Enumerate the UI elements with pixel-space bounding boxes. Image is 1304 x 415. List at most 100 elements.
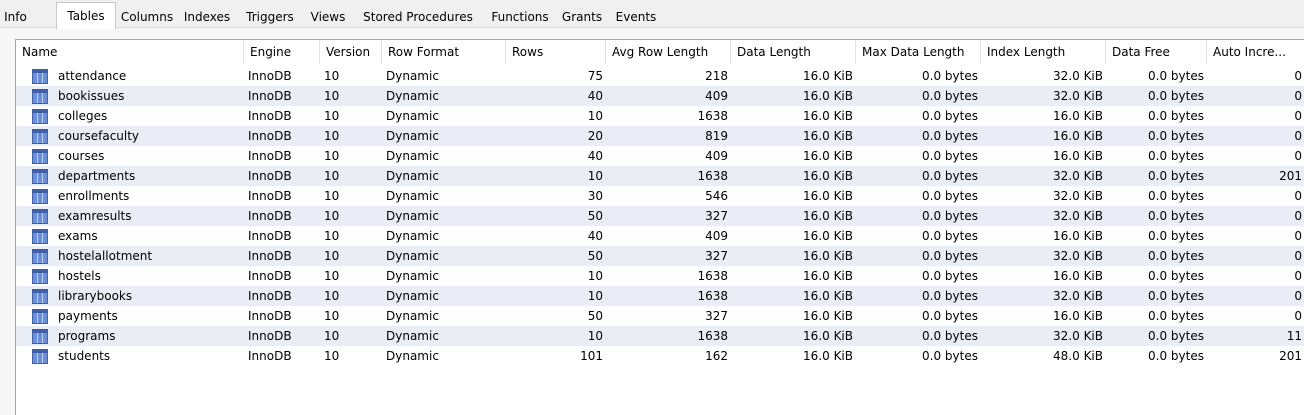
cell-version: 10 — [324, 69, 340, 83]
cell-version: 10 — [324, 129, 340, 143]
cell-index-length: 48.0 KiB — [1053, 349, 1103, 363]
column-header-engine[interactable]: Engine — [244, 40, 320, 64]
table-row[interactable]: exams InnoDB 10 Dynamic 40 409 16.0 KiB 0.0 byt… — [16, 226, 1304, 246]
cell-avg-row-length: 546 — [705, 189, 728, 203]
cell-data-free: 0.0 bytes — [1148, 129, 1204, 143]
cell-row-format: Dynamic — [386, 289, 439, 303]
column-header-data-free[interactable]: Data Free — [1106, 40, 1207, 64]
cell-rows: 50 — [587, 309, 603, 323]
table-row[interactable]: coursefaculty InnoDB 10 Dynamic 20 819 16.0 Ki… — [16, 126, 1304, 146]
column-header-index-length[interactable]: Index Length — [981, 40, 1106, 64]
cell-row-format: Dynamic — [386, 209, 439, 223]
tab-functions[interactable]: Functions — [491, 10, 549, 24]
cell-max-data-length: 0.0 bytes — [922, 289, 978, 303]
tab-tables[interactable]: Tables — [56, 2, 116, 29]
cell-name: coursefaculty — [58, 129, 140, 143]
cell-data-length: 16.0 KiB — [803, 309, 853, 323]
cell-rows: 50 — [587, 249, 603, 263]
cell-data-free: 0.0 bytes — [1148, 169, 1204, 183]
table-row[interactable]: programs InnoDB 10 Dynamic 10 1638 16.0 KiB 0.0… — [16, 326, 1304, 346]
table-row[interactable]: students InnoDB 10 Dynamic 101 162 16.0 KiB 0.0… — [16, 346, 1304, 366]
cell-name: students — [58, 349, 111, 363]
column-header-row-format[interactable]: Row Format — [382, 40, 506, 64]
column-header-data-length[interactable]: Data Length — [731, 40, 856, 64]
cell-row-format: Dynamic — [386, 309, 439, 323]
column-header-auto-increment[interactable]: Auto Incre... — [1207, 40, 1304, 64]
cell-data-free: 0.0 bytes — [1148, 249, 1204, 263]
cell-avg-row-length: 819 — [705, 129, 728, 143]
cell-data-free: 0.0 bytes — [1148, 309, 1204, 323]
tab-columns[interactable]: Columns — [120, 10, 174, 24]
cell-row-format: Dynamic — [386, 149, 439, 163]
table-row[interactable]: courses InnoDB 10 Dynamic 40 409 16.0 KiB 0.0 b… — [16, 146, 1304, 166]
cell-auto-increment: 11 — [1286, 329, 1302, 343]
cell-row-format: Dynamic — [386, 349, 439, 363]
table-icon — [32, 289, 48, 304]
cell-max-data-length: 0.0 bytes — [922, 69, 978, 83]
cell-version: 10 — [324, 109, 340, 123]
table-row[interactable]: departments InnoDB 10 Dynamic 10 1638 16.0 KiB… — [16, 166, 1304, 186]
cell-data-length: 16.0 KiB — [803, 69, 853, 83]
tab-info[interactable]: Info — [4, 10, 27, 24]
cell-auto-increment: 0 — [1294, 129, 1302, 143]
cell-version: 10 — [324, 89, 340, 103]
table-row[interactable]: bookissues InnoDB 10 Dynamic 40 409 16.0 KiB 0.… — [16, 86, 1304, 106]
cell-row-format: Dynamic — [386, 69, 439, 83]
cell-data-free: 0.0 bytes — [1148, 149, 1204, 163]
cell-max-data-length: 0.0 bytes — [922, 229, 978, 243]
column-header-rows[interactable]: Rows — [506, 40, 606, 64]
table-row[interactable]: attendance InnoDB 10 Dynamic 75 218 16.0 KiB 0.… — [16, 66, 1304, 86]
cell-name: examresults — [58, 209, 132, 223]
tab-indexes[interactable]: Indexes — [183, 10, 231, 24]
table-row[interactable]: hostels InnoDB 10 Dynamic 10 1638 16.0 KiB 0.0 … — [16, 266, 1304, 286]
cell-data-free: 0.0 bytes — [1148, 349, 1204, 363]
cell-engine: InnoDB — [248, 209, 292, 223]
cell-version: 10 — [324, 149, 340, 163]
cell-rows: 40 — [587, 149, 603, 163]
cell-name: courses — [58, 149, 105, 163]
tab-triggers[interactable]: Triggers — [246, 10, 294, 24]
cell-data-length: 16.0 KiB — [803, 149, 853, 163]
cell-index-length: 16.0 KiB — [1053, 309, 1103, 323]
cell-avg-row-length: 1638 — [697, 329, 728, 343]
tab-grants[interactable]: Grants — [561, 10, 603, 24]
table-row[interactable]: examresults InnoDB 10 Dynamic 50 327 16.0 KiB 0… — [16, 206, 1304, 226]
cell-data-length: 16.0 KiB — [803, 349, 853, 363]
cell-index-length: 16.0 KiB — [1053, 129, 1103, 143]
cell-index-length: 32.0 KiB — [1053, 249, 1103, 263]
column-header-version[interactable]: Version — [320, 40, 382, 64]
cell-index-length: 32.0 KiB — [1053, 169, 1103, 183]
table-icon — [32, 309, 48, 324]
cell-rows: 75 — [587, 69, 603, 83]
cell-index-length: 32.0 KiB — [1053, 209, 1103, 223]
cell-engine: InnoDB — [248, 109, 292, 123]
tables-panel: Name Engine Version Row Format Rows Avg Row L… — [0, 28, 1304, 415]
tab-events[interactable]: Events — [615, 10, 657, 24]
table-row[interactable]: enrollments InnoDB 10 Dynamic 30 546 16.0 KiB 0… — [16, 186, 1304, 206]
column-header-max-data-length[interactable]: Max Data Length — [856, 40, 981, 64]
cell-version: 10 — [324, 349, 340, 363]
cell-max-data-length: 0.0 bytes — [922, 329, 978, 343]
cell-data-length: 16.0 KiB — [803, 189, 853, 203]
table-row[interactable]: colleges InnoDB 10 Dynamic 10 1638 16.0 KiB 0.0… — [16, 106, 1304, 126]
cell-data-length: 16.0 KiB — [803, 109, 853, 123]
cell-engine: InnoDB — [248, 169, 292, 183]
tab-views[interactable]: Views — [310, 10, 346, 24]
table-row[interactable]: librarybooks InnoDB 10 Dynamic 10 1638 16.0 Ki… — [16, 286, 1304, 306]
tab-stored-procedures[interactable]: Stored Procedures — [363, 10, 473, 24]
cell-rows: 30 — [587, 189, 603, 203]
cell-avg-row-length: 1638 — [697, 269, 728, 283]
cell-rows: 40 — [587, 89, 603, 103]
table-row[interactable]: payments InnoDB 10 Dynamic 50 327 16.0 KiB 0.0 … — [16, 306, 1304, 326]
cell-data-free: 0.0 bytes — [1148, 329, 1204, 343]
cell-engine: InnoDB — [248, 309, 292, 323]
table-icon — [32, 269, 48, 284]
table-icon — [32, 169, 48, 184]
cell-version: 10 — [324, 329, 340, 343]
table-row[interactable]: hostelallotment InnoDB 10 Dynamic 50 327 16.0 … — [16, 246, 1304, 266]
column-header-name[interactable]: Name — [16, 40, 244, 64]
cell-engine: InnoDB — [248, 149, 292, 163]
cell-data-free: 0.0 bytes — [1148, 269, 1204, 283]
cell-engine: InnoDB — [248, 189, 292, 203]
column-header-avg-row-length[interactable]: Avg Row Length — [606, 40, 731, 64]
